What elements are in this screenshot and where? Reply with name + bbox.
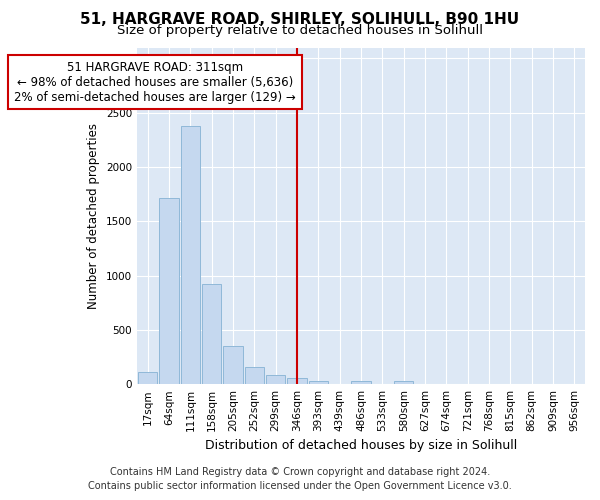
- Text: 51 HARGRAVE ROAD: 311sqm
← 98% of detached houses are smaller (5,636)
2% of semi: 51 HARGRAVE ROAD: 311sqm ← 98% of detach…: [14, 60, 296, 104]
- Bar: [266, 376, 286, 384]
- Bar: [138, 372, 157, 384]
- Text: Contains HM Land Registry data © Crown copyright and database right 2024.
Contai: Contains HM Land Registry data © Crown c…: [88, 467, 512, 491]
- X-axis label: Distribution of detached houses by size in Solihull: Distribution of detached houses by size …: [205, 440, 517, 452]
- Bar: [160, 198, 179, 384]
- Text: 51, HARGRAVE ROAD, SHIRLEY, SOLIHULL, B90 1HU: 51, HARGRAVE ROAD, SHIRLEY, SOLIHULL, B9…: [80, 12, 520, 28]
- Bar: [394, 382, 413, 384]
- Bar: [309, 382, 328, 384]
- Bar: [245, 368, 264, 384]
- Text: Size of property relative to detached houses in Solihull: Size of property relative to detached ho…: [117, 24, 483, 37]
- Y-axis label: Number of detached properties: Number of detached properties: [88, 123, 100, 309]
- Bar: [181, 126, 200, 384]
- Bar: [223, 346, 242, 384]
- Bar: [202, 284, 221, 384]
- Bar: [352, 381, 371, 384]
- Bar: [287, 378, 307, 384]
